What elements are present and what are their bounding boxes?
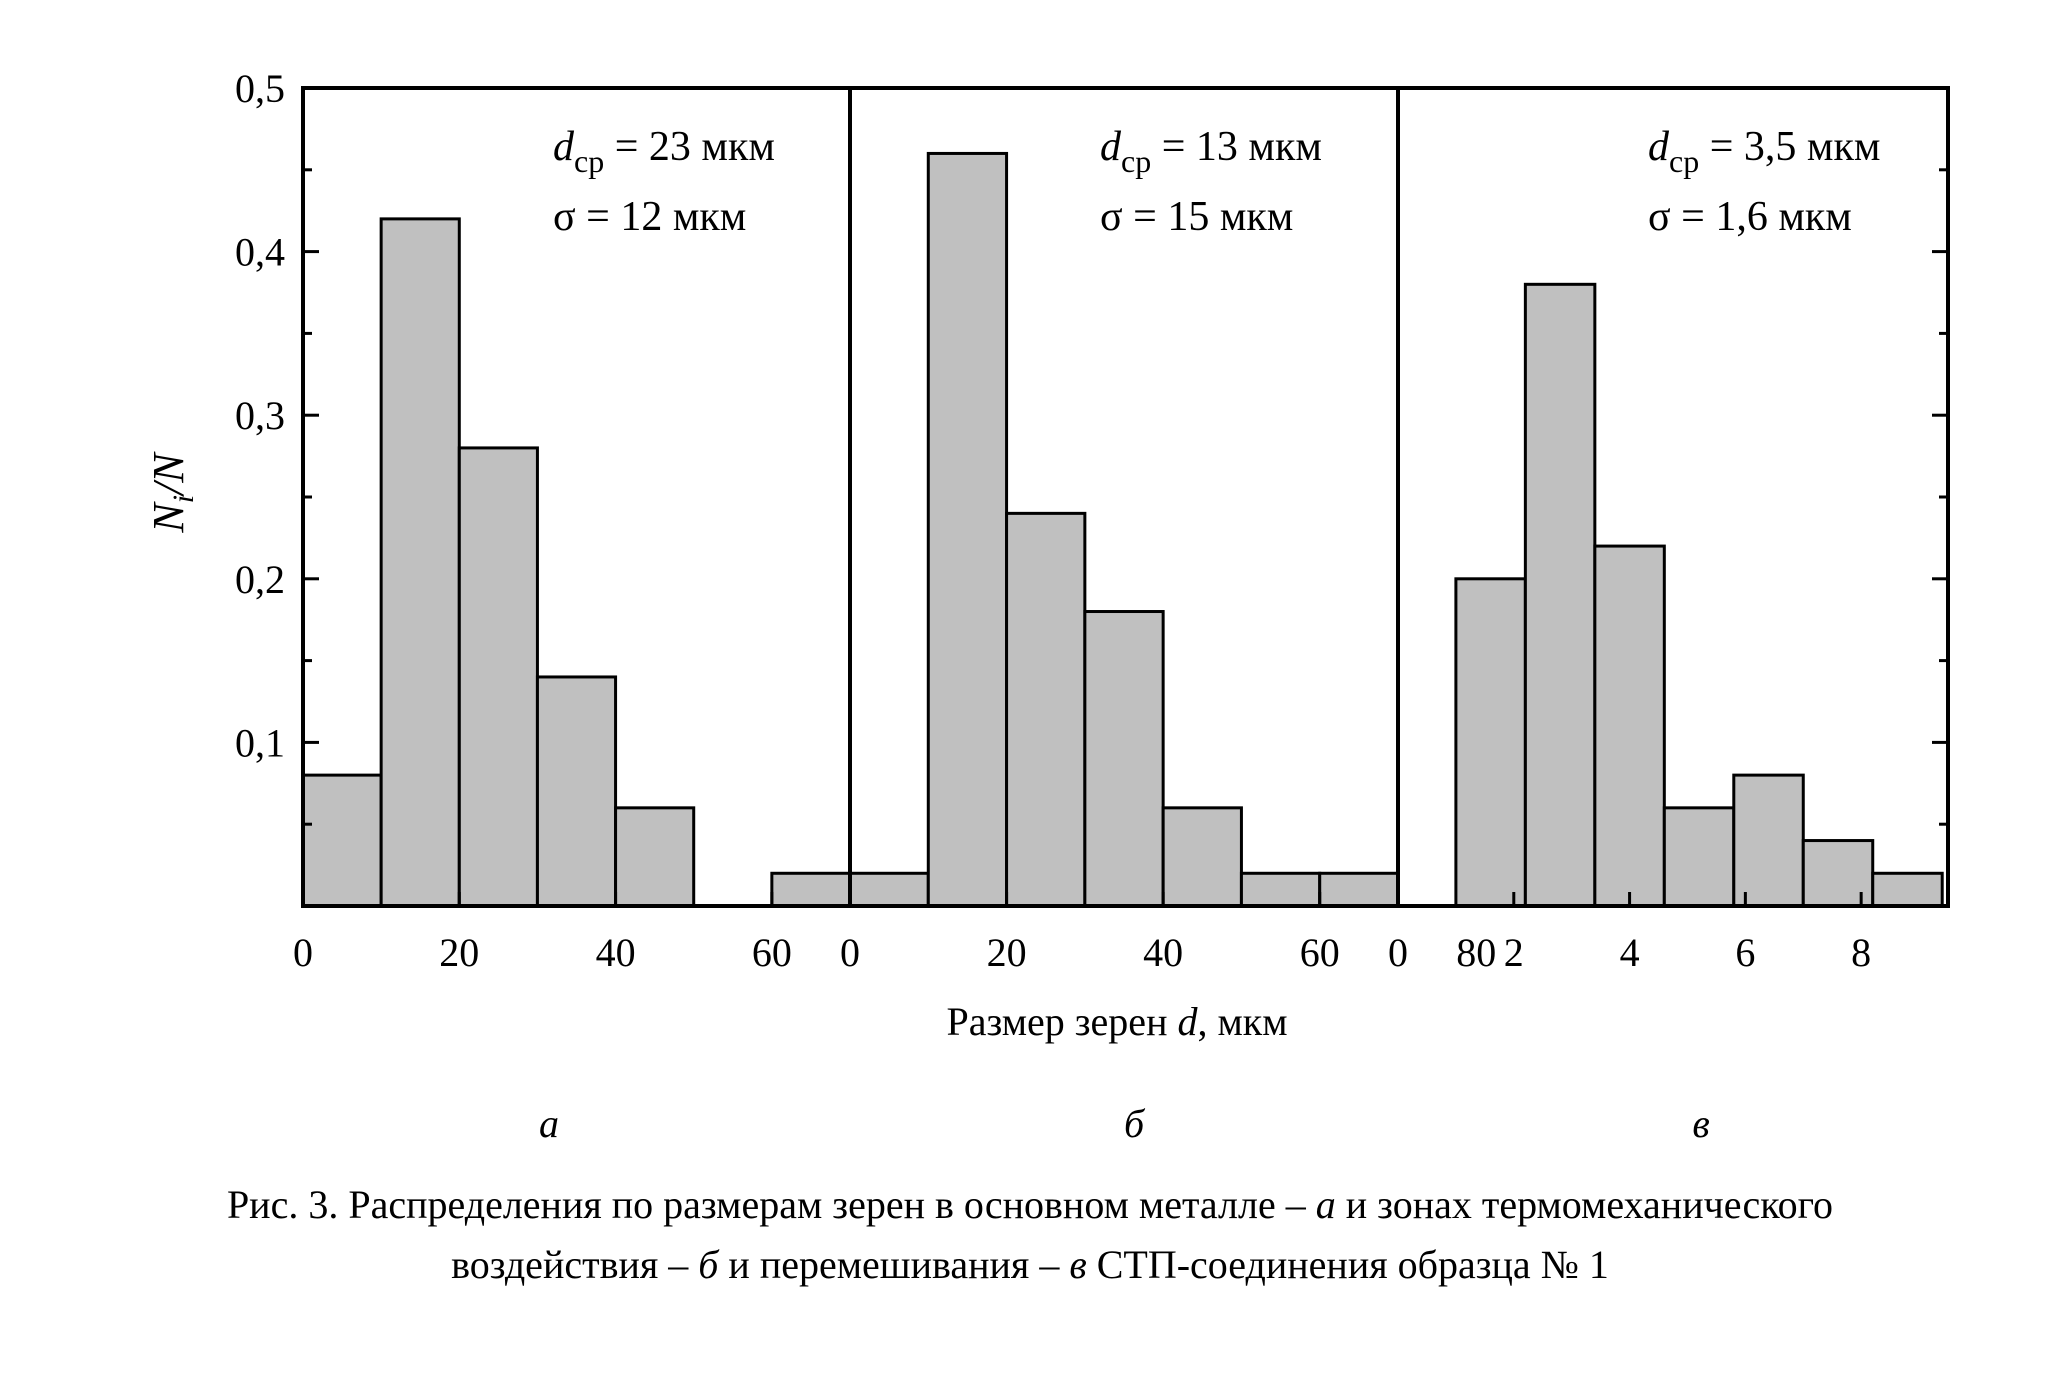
mean-grain-size-annotation: dср = 23 мкм xyxy=(553,124,775,179)
x-tick-label: 6 xyxy=(1735,930,1755,975)
y-tick-label: 0,5 xyxy=(235,66,285,111)
mean-grain-size-annotation: dср = 3,5 мкм xyxy=(1648,124,1880,179)
caption-line-1: Рис. 3. Распределения по размерам зерен … xyxy=(226,1182,1834,1227)
histogram-bar xyxy=(1239,871,1322,908)
panel-letter-c: в xyxy=(1692,1101,1710,1146)
histogram-bar xyxy=(926,151,1009,908)
sigma-annotation: σ = 1,6 мкм xyxy=(1648,194,1852,240)
histogram-bar xyxy=(301,773,383,908)
panel-letter-a: а xyxy=(539,1101,559,1146)
mean-grain-size-annotation: dср = 13 мкм xyxy=(1100,124,1322,179)
panel-2: 0 20 40 60 80 dср = 13 мкм σ = 15 мкм xyxy=(840,86,1496,975)
x-tick-label: 60 xyxy=(752,930,792,975)
histogram-bar xyxy=(1523,282,1597,908)
histogram-bar xyxy=(770,871,852,908)
sigma-annotation: σ = 15 мкм xyxy=(1100,194,1293,240)
y-tick-label: 0,1 xyxy=(235,720,285,765)
x-tick-label: 4 xyxy=(1620,930,1640,975)
x-tick-label: 80 xyxy=(1456,930,1496,975)
x-tick-label: 0 xyxy=(1388,930,1408,975)
histogram-bar xyxy=(1732,773,1805,908)
figure-caption: Рис. 3. Распределения по размерам зерен … xyxy=(0,1175,2060,1295)
x-tick-label: 20 xyxy=(439,930,479,975)
x-tick-label: 2 xyxy=(1504,930,1524,975)
x-tick-label: 60 xyxy=(1300,930,1340,975)
histogram-bar xyxy=(1662,806,1736,908)
x-tick-label: 40 xyxy=(1143,930,1183,975)
histogram-bar xyxy=(1161,806,1243,908)
x-tick-label: 0 xyxy=(293,930,313,975)
x-tick-label: 40 xyxy=(596,930,636,975)
panel-letter-b: б xyxy=(1123,1101,1145,1146)
caption-line-2: воздействия – б и перемешивания – в СТП-… xyxy=(451,1242,1609,1287)
y-tick-label: 0,2 xyxy=(235,557,285,602)
histogram-bar xyxy=(1454,577,1527,908)
y-tick-label: 0,4 xyxy=(235,230,285,275)
histogram-bar xyxy=(1005,511,1087,908)
histogram-bar xyxy=(379,217,461,908)
panel-3: 0 2 4 6 8 dср = 3,5 мкм σ = 1,6 мкм xyxy=(1388,86,1950,975)
y-axis: 0,1 0,2 0,3 0,4 0,5 xyxy=(235,66,1948,826)
histogram-bar xyxy=(1593,544,1666,908)
sigma-annotation: σ = 12 мкм xyxy=(553,194,746,240)
panel-1: 0 20 40 60 dср = 23 мкм σ = 12 мкм xyxy=(293,86,852,975)
y-axis-label: Ni/N xyxy=(144,451,200,534)
y-tick-label: 0,3 xyxy=(235,393,285,438)
x-axis-label: Размер зерен d, мкм xyxy=(946,999,1287,1044)
x-tick-label: 0 xyxy=(840,930,860,975)
histogram-bar xyxy=(1083,610,1165,908)
histogram-bar xyxy=(1318,871,1400,908)
x-tick-label: 8 xyxy=(1851,930,1871,975)
x-tick-label: 20 xyxy=(987,930,1027,975)
histogram-bar xyxy=(614,806,696,908)
histogram-bar xyxy=(535,675,618,908)
histogram-bar xyxy=(457,446,539,908)
histogram-bar xyxy=(1871,871,1944,908)
histogram-bar xyxy=(848,871,930,908)
